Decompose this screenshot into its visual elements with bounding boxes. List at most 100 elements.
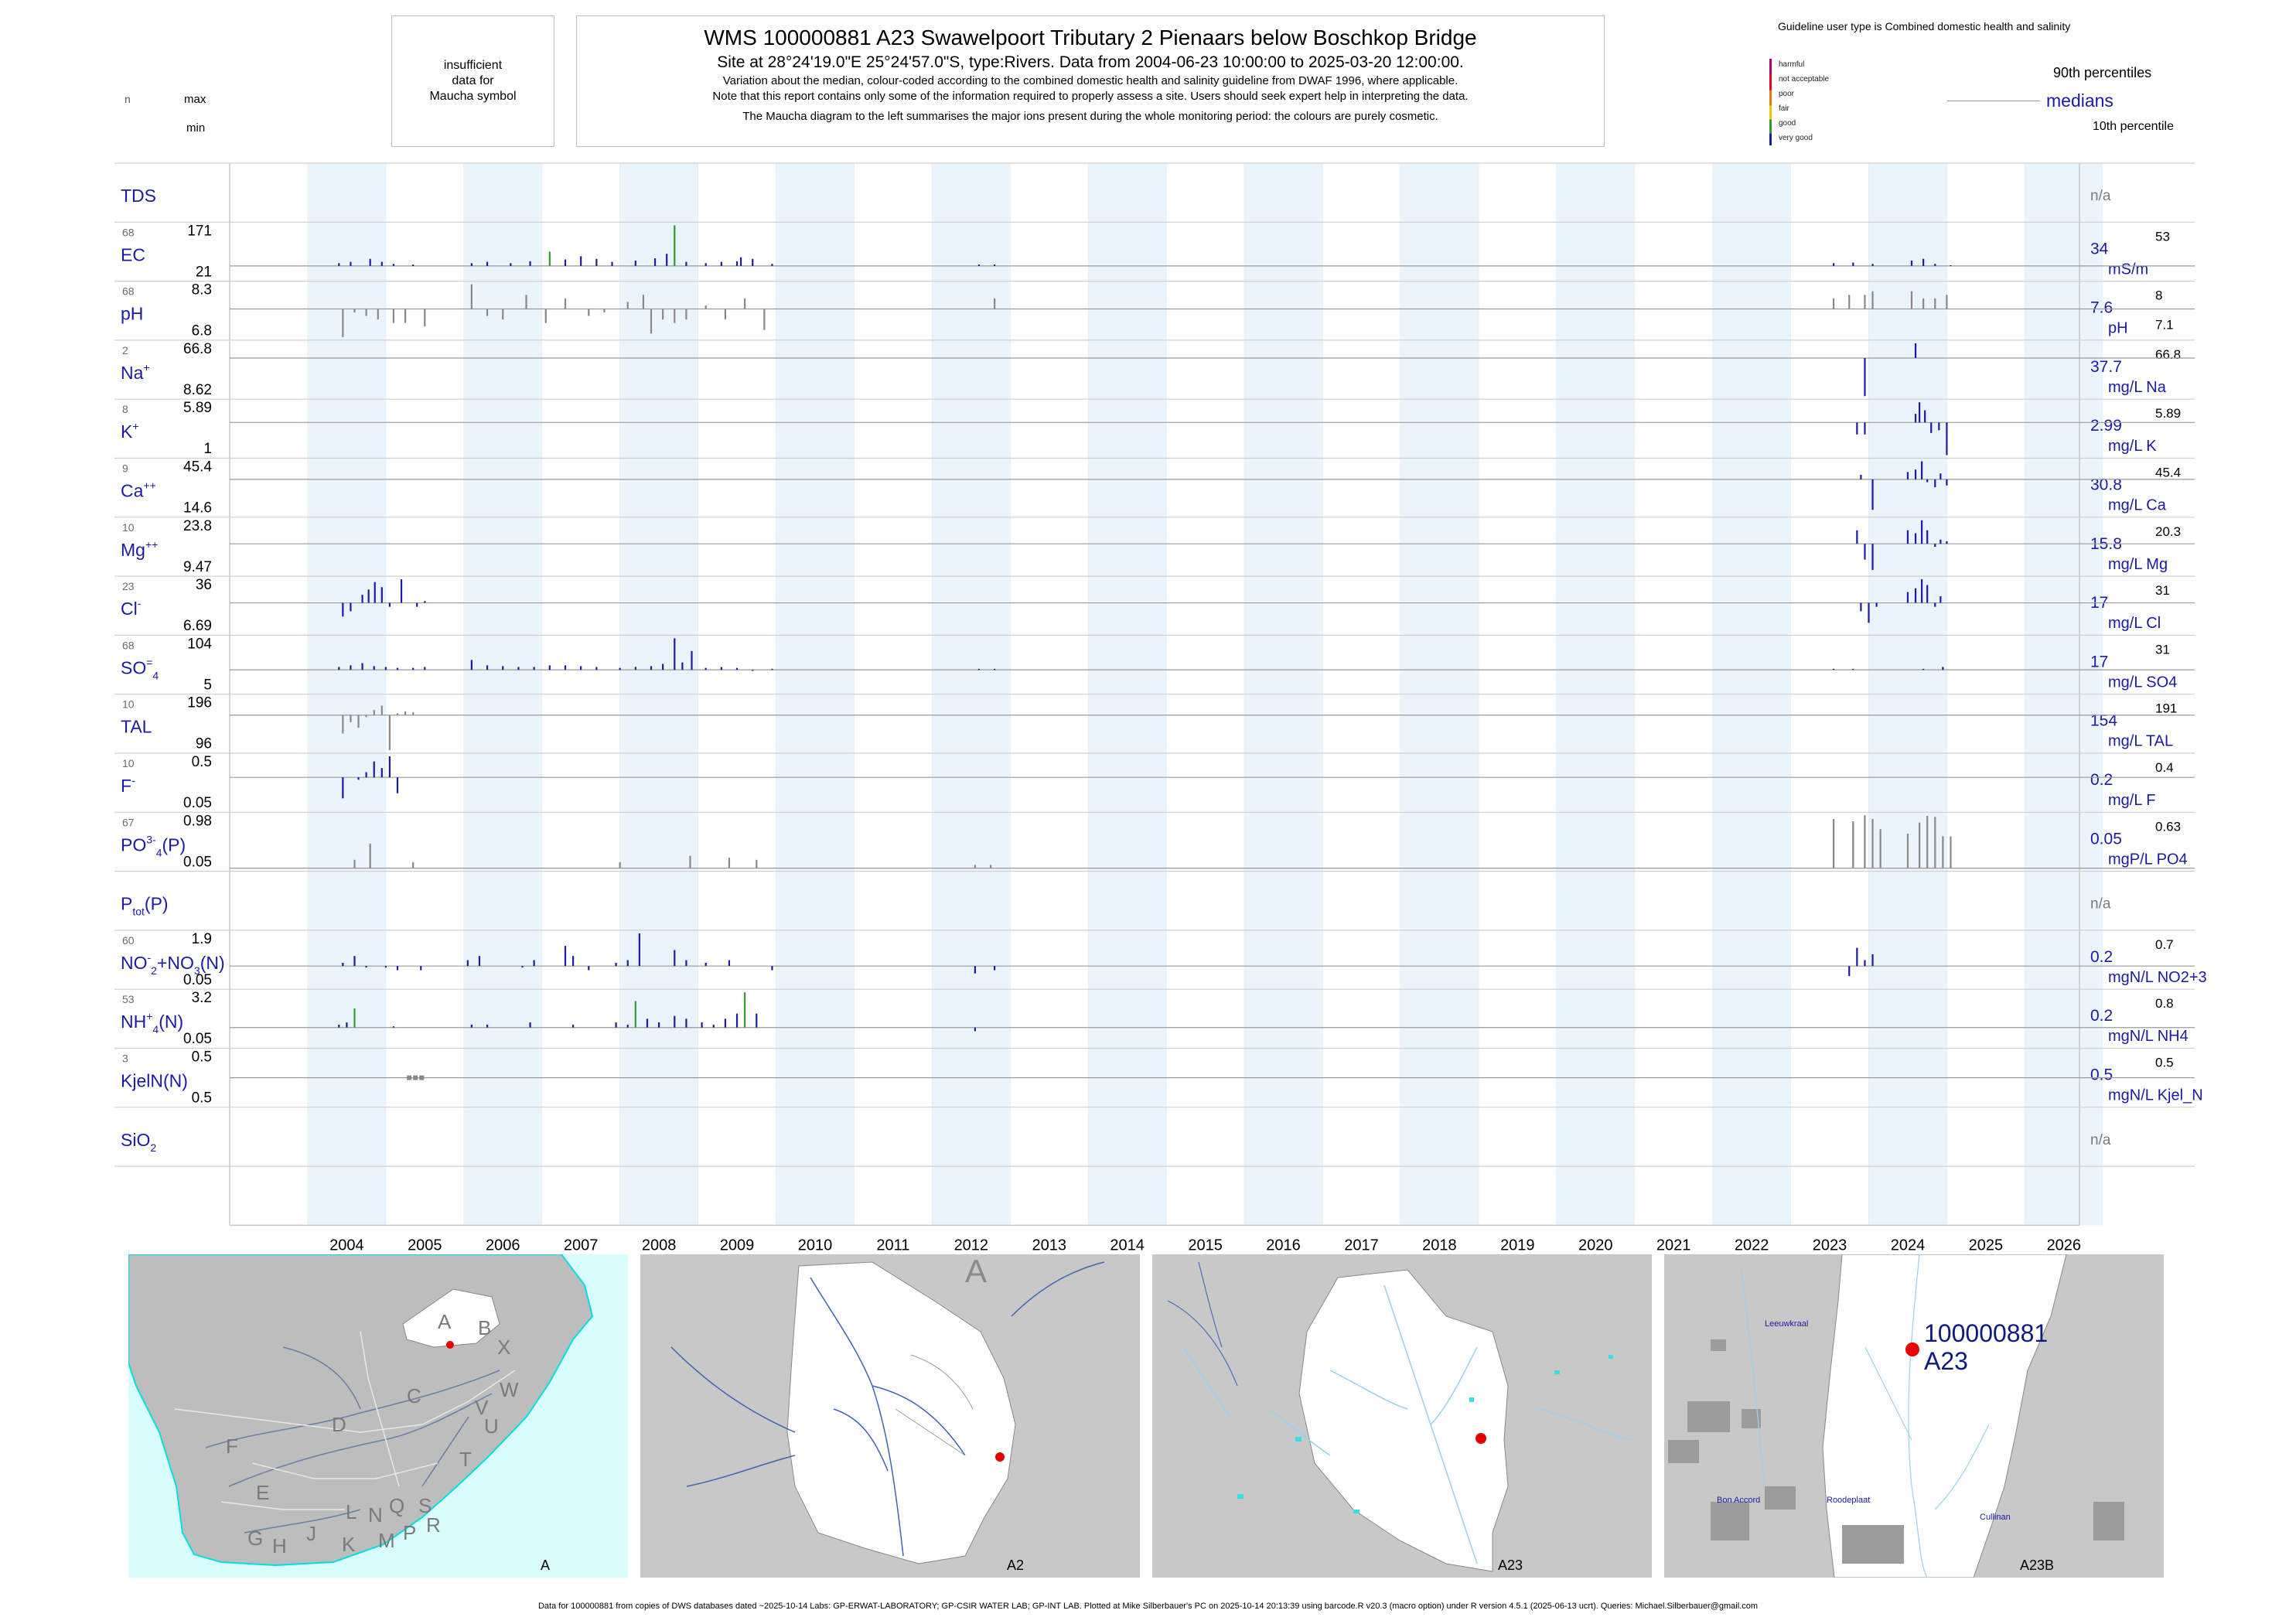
var-label-NO23: NO-2+NO3(N) (121, 951, 225, 977)
region-label-n: N (368, 1503, 383, 1527)
var-p90-NH4: 0.8 (2155, 996, 2174, 1011)
year-label-2016: 2016 (1266, 1237, 1301, 1253)
region-label-s: S (418, 1494, 432, 1517)
var-median-Na: 37.7 (2090, 358, 2122, 376)
map-a23b: 100000881 A23 Leeuwkraal Bon Accord Rood… (1664, 1254, 2164, 1578)
region-label-q: Q (389, 1494, 405, 1517)
a23b-rivers (1741, 1254, 1990, 1578)
var-unit-NO23: mgN/L NO2+3 (2108, 969, 2207, 986)
var-unit-Mg: mg/L Mg (2108, 556, 2168, 573)
var-label-SO4: SO=4 (121, 656, 159, 681)
legend-p90: 90th percentiles (2053, 65, 2152, 80)
year-label-2019: 2019 (1500, 1237, 1535, 1253)
var-label-F: F- (121, 774, 135, 796)
mark-KjelN-0 (407, 1075, 412, 1080)
var-unit-TAL: mg/L TAL (2108, 733, 2173, 750)
region-label-t: T (459, 1448, 472, 1471)
map-a2-svg (670, 1261, 1105, 1564)
var-unit-Na: mg/L Na (2108, 379, 2167, 396)
maucha-note: insufficient data for Maucha symbol (429, 59, 517, 103)
var-n-Na: 2 (122, 344, 128, 357)
page-title: WMS 100000881 A23 Swawelpoort Tributary … (704, 26, 1477, 49)
var-max-F: 0.5 (192, 754, 212, 770)
legend-color-bar (1769, 59, 1772, 145)
map-caption-a23b: A23B (2020, 1557, 2055, 1573)
var-median-NH4: 0.2 (2090, 1007, 2113, 1025)
mark-KjelN-2 (419, 1075, 425, 1080)
legend-label-very-good: very good (1779, 134, 1813, 142)
mark-KjelN-1 (413, 1075, 418, 1080)
var-median-K: 2.99 (2090, 417, 2122, 435)
map-a23b-site-id: 100000881 (1924, 1319, 2049, 1347)
region-label-a: A (438, 1310, 452, 1333)
map-sa-svg (128, 1254, 594, 1567)
map-south-africa: A B X W C V U D T F E G H J K L N M Q S … (128, 1254, 628, 1578)
map-a23-svg (1167, 1261, 1632, 1572)
footer-note: Data for 100000881 from copies of DWS da… (537, 1602, 1759, 1611)
map-caption-a2: A2 (1007, 1557, 1025, 1573)
var-median-KjelN: 0.5 (2090, 1066, 2113, 1084)
sa-site-dot (446, 1341, 454, 1349)
year-label-2008: 2008 (642, 1237, 677, 1253)
region-label-m: M (378, 1529, 395, 1552)
key-min: min (186, 121, 206, 135)
var-label-pH: pH (121, 304, 143, 324)
var-min-Ca: 14.6 (183, 500, 212, 517)
var-median-F: 0.2 (2090, 771, 2113, 789)
var-median-PO4: 0.05 (2090, 830, 2122, 848)
place-roodeplaat: Roodeplaat (1827, 1496, 1871, 1505)
var-max-NO23: 1.9 (192, 931, 212, 947)
var-p90-Na: 66.8 (2155, 347, 2181, 362)
region-label-g: G (247, 1527, 264, 1550)
year-label-2005: 2005 (408, 1237, 442, 1253)
var-max-TAL: 196 (187, 695, 212, 711)
var-min-Cl: 6.69 (183, 618, 212, 634)
var-label-Ptot: Ptot(P) (121, 894, 169, 918)
var-n-Ca: 9 (122, 462, 128, 475)
var-p90-Mg: 20.3 (2155, 524, 2181, 539)
year-label-2010: 2010 (798, 1237, 833, 1253)
region-label-b: B (478, 1316, 492, 1339)
a2-site-dot (995, 1452, 1005, 1462)
var-n-K: 8 (122, 403, 128, 415)
year-label-2024: 2024 (1891, 1237, 1926, 1253)
a23b-catchment (1822, 1254, 2067, 1578)
region-label-k: K (342, 1533, 356, 1556)
map-a2: A A2 (640, 1254, 1140, 1578)
var-p90-SO4: 31 (2155, 642, 2170, 657)
key-n: n (125, 93, 131, 105)
var-label-Mg: Mg++ (121, 538, 158, 560)
var-max-KjelN: 0.5 (192, 1049, 212, 1066)
var-n-NH4: 53 (122, 993, 135, 1005)
var-min-KjelN: 0.5 (192, 1090, 212, 1107)
var-unit-EC: mS/m (2108, 261, 2148, 278)
sa-land (128, 1254, 594, 1567)
var-label-PO4: PO3-4(P) (121, 833, 186, 858)
note-disclaimer: Note that this report contains only some… (712, 90, 1469, 103)
var-na-SiO2: n/a (2090, 1132, 2111, 1148)
a23b-site-dot (1905, 1343, 1919, 1356)
var-label-NH4: NH+4(N) (121, 1010, 183, 1035)
var-min-F: 0.05 (183, 795, 212, 811)
year-label-2013: 2013 (1032, 1237, 1066, 1253)
legend-label-poor: poor (1779, 90, 1795, 98)
year-label-2021: 2021 (1656, 1237, 1691, 1253)
var-min-EC: 21 (196, 264, 212, 280)
a2-rivers (670, 1261, 1105, 1557)
var-max-Mg: 23.8 (183, 518, 212, 534)
year-label-2026: 2026 (2047, 1237, 2082, 1253)
var-n-KjelN: 3 (122, 1053, 128, 1065)
legend-p10: 10th percentile (2093, 120, 2174, 133)
legend-colors: harmful not acceptable poor fair good ve… (1769, 59, 1878, 145)
var-unit-Ca: mg/L Ca (2108, 497, 2167, 514)
var-max-K: 5.89 (183, 400, 212, 416)
var-min-SO4: 5 (203, 677, 212, 693)
note-variation: Variation about the median, colour-coded… (722, 74, 1458, 87)
var-n-F: 10 (122, 757, 135, 769)
var-min-K: 1 (203, 441, 212, 457)
region-label-e: E (256, 1481, 270, 1504)
var-na-Ptot: n/a (2090, 896, 2111, 913)
title-box: WMS 100000881 A23 Swawelpoort Tributary … (576, 15, 1605, 147)
var-median-EC: 34 (2090, 240, 2109, 258)
var-p90-pH: 8 (2155, 288, 2162, 303)
